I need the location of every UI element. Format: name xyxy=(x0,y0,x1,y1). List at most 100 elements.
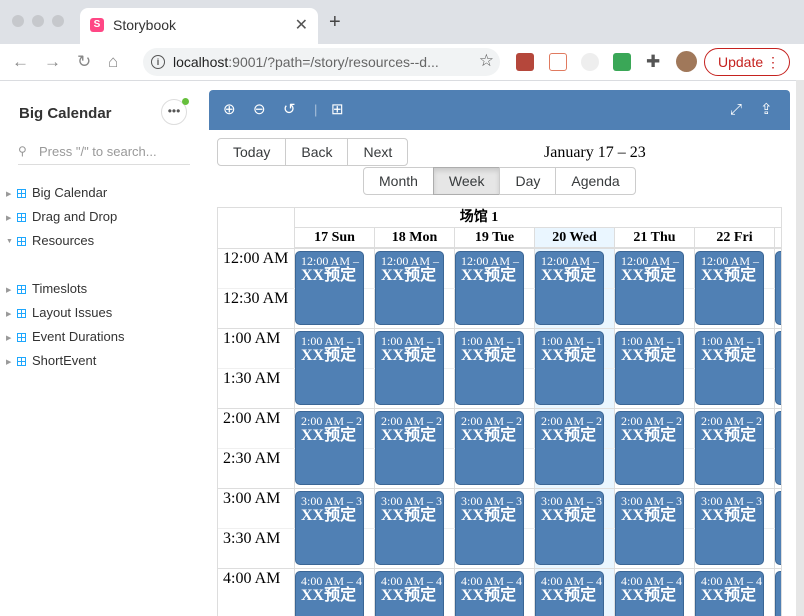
day-column[interactable] xyxy=(454,248,534,616)
slot-divider xyxy=(218,408,781,409)
fullscreen-icon[interactable]: ⤢ xyxy=(730,101,743,118)
day-view-button[interactable]: Day xyxy=(499,167,557,195)
home-icon[interactable]: ⌂ xyxy=(108,52,119,71)
next-button[interactable]: Next xyxy=(347,138,409,166)
share-icon[interactable]: ⇪ xyxy=(760,101,773,118)
sidebar-item-timeslots[interactable]: ▶ Timeslots xyxy=(6,281,87,301)
extensions-puzzle-icon[interactable]: ✚ xyxy=(646,52,661,71)
browser-tab[interactable]: S Storybook ✕ xyxy=(80,8,318,44)
calendar-event[interactable]: 12:00 AM –XX预定 xyxy=(375,251,444,325)
reload-icon[interactable]: ↻ xyxy=(77,52,92,71)
window-maximize-button[interactable] xyxy=(52,15,64,27)
calendar-event[interactable]: 12:00 AM –XX预定 xyxy=(295,251,364,325)
sidebar-item-shortevent[interactable]: ▶ ShortEvent xyxy=(6,353,96,373)
day-column[interactable] xyxy=(774,248,781,616)
calendar-event[interactable]: 12:00 AM –XX预定 xyxy=(775,251,781,325)
day-column[interactable] xyxy=(694,248,774,616)
new-tab-icon[interactable]: + xyxy=(329,11,341,33)
zoom-in-icon[interactable]: ⊕ xyxy=(223,101,236,118)
calendar-event[interactable]: 12:00 AM –XX预定 xyxy=(695,251,764,325)
more-menu-icon[interactable]: ⋮ xyxy=(766,54,780,70)
day-header[interactable] xyxy=(774,228,781,248)
zoom-out-icon[interactable]: ⊖ xyxy=(253,101,266,118)
day-column[interactable] xyxy=(614,248,694,616)
site-info-icon[interactable]: i xyxy=(151,55,165,69)
time-label: 1:00 AM xyxy=(223,330,281,347)
update-button[interactable]: Update ⋮ xyxy=(704,48,790,76)
address-bar[interactable]: i localhost:9001/?path=/story/resources-… xyxy=(143,48,500,76)
search-input[interactable]: ⚲ Press "/" to search... xyxy=(18,142,190,165)
grid-icon[interactable]: ⊞ xyxy=(331,101,344,118)
day-header[interactable]: 18 Mon xyxy=(374,228,454,248)
zoom-reset-icon[interactable]: ↺ xyxy=(283,101,296,118)
calendar-event[interactable]: 12:00 AM –XX预定 xyxy=(615,251,684,325)
day-header[interactable]: 19 Tue xyxy=(454,228,534,248)
page-scrollbar[interactable] xyxy=(796,80,804,616)
sidebar-item-big-calendar[interactable]: ▶ Big Calendar xyxy=(6,185,107,205)
sidebar-item-resources[interactable]: ▼ Resources xyxy=(6,233,94,253)
extension-icon[interactable] xyxy=(613,53,631,71)
forward-arrow-icon[interactable]: → xyxy=(44,52,61,71)
extension-icon[interactable] xyxy=(516,53,534,71)
bookmark-star-icon[interactable]: ☆ xyxy=(478,51,494,70)
caret-right-icon: ▶ xyxy=(6,190,12,198)
sidebar-item-layout-issues[interactable]: ▶ Layout Issues xyxy=(6,305,112,325)
event-title: XX预定 xyxy=(621,507,677,524)
tab-close-icon[interactable]: ✕ xyxy=(294,17,308,34)
window-minimize-button[interactable] xyxy=(32,15,44,27)
sidebar-item-drag-and-drop[interactable]: ▶ Drag and Drop xyxy=(6,209,117,229)
extension-icon[interactable] xyxy=(549,53,567,71)
day-column[interactable] xyxy=(294,248,374,616)
event-title: XX预定 xyxy=(461,427,517,444)
event-title: XX预定 xyxy=(541,267,597,284)
sidebar-menu-button[interactable]: ••• xyxy=(161,98,189,125)
day-header[interactable]: 22 Fri xyxy=(694,228,774,248)
profile-avatar[interactable] xyxy=(676,51,697,72)
calendar-event[interactable]: 12:00 AM –XX预定 xyxy=(455,251,524,325)
sidebar-item-event-durations[interactable]: ▶ Event Durations xyxy=(6,329,125,349)
event-title: XX预定 xyxy=(461,267,517,284)
back-button[interactable]: Back xyxy=(285,138,349,166)
month-view-button[interactable]: Month xyxy=(363,167,434,195)
window-close-button[interactable] xyxy=(12,15,24,27)
week-view-button[interactable]: Week xyxy=(432,167,501,195)
agenda-view-button[interactable]: Agenda xyxy=(555,167,636,195)
day-header[interactable]: 17 Sun xyxy=(294,228,374,248)
extension-icon[interactable] xyxy=(581,53,599,71)
event-title: XX预定 xyxy=(301,347,357,364)
calendar-event[interactable]: 12:00 AM –XX预定 xyxy=(535,251,604,325)
today-button[interactable]: Today xyxy=(217,138,287,166)
day-column[interactable] xyxy=(374,248,454,616)
back-arrow-icon[interactable]: ← xyxy=(12,52,29,71)
day-header[interactable]: 20 Wed xyxy=(534,228,614,248)
day-header[interactable]: 21 Thu xyxy=(614,228,694,248)
